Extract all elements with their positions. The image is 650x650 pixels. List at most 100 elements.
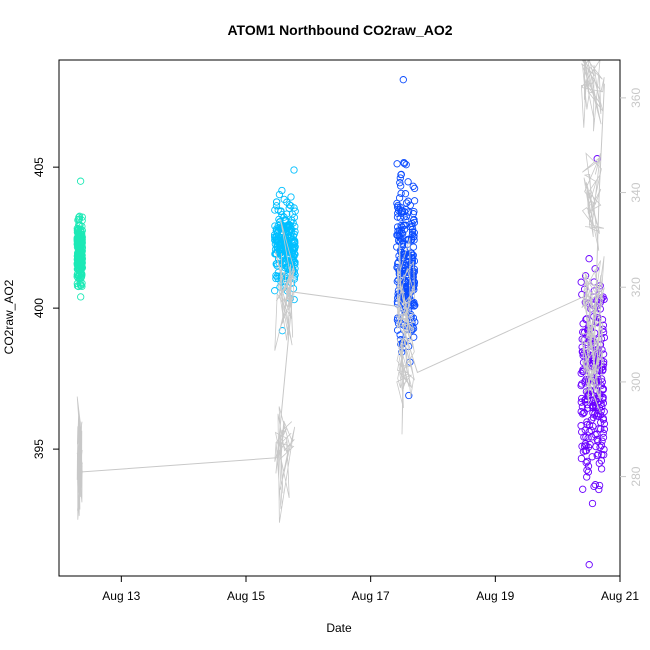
data-point	[76, 281, 85, 289]
data-point	[78, 239, 86, 247]
series-line-spike	[580, 59, 605, 132]
series-line-spike	[396, 321, 416, 435]
data-point	[595, 459, 603, 467]
y-right-tick-label: 360	[629, 88, 643, 108]
data-point	[74, 216, 82, 224]
data-point	[409, 243, 418, 251]
data-point	[599, 328, 608, 336]
data-point	[408, 228, 417, 236]
data-point	[75, 215, 83, 224]
data-point	[597, 457, 606, 465]
data-point	[585, 428, 593, 436]
data-point	[580, 442, 589, 450]
y-right-tick-label: 280	[629, 466, 643, 486]
data-point	[402, 216, 410, 224]
data-point	[76, 270, 84, 278]
data-point	[290, 213, 299, 222]
data-point	[74, 241, 82, 249]
data-point	[77, 293, 85, 301]
data-point	[396, 206, 404, 214]
data-point	[584, 468, 593, 476]
data-point	[402, 199, 411, 207]
chart-title: ATOM1 Northbound CO2raw_AO2	[227, 22, 452, 38]
data-point	[583, 473, 591, 481]
data-point	[78, 282, 86, 291]
data-point	[579, 485, 587, 493]
data-point	[409, 182, 417, 190]
data-point	[396, 203, 404, 211]
data-point	[396, 174, 404, 182]
data-point	[587, 416, 595, 424]
data-point	[399, 76, 407, 84]
data-point	[589, 409, 597, 417]
y-left-tick-label: 405	[32, 157, 46, 177]
plot-frame	[58, 59, 621, 577]
data-point	[595, 481, 604, 490]
data-point	[277, 207, 285, 216]
x-axis: Aug 13 Aug 15 Aug 17 Aug 19 Aug 21	[102, 576, 639, 603]
data-point	[289, 236, 297, 244]
data-point	[289, 257, 298, 265]
data-point	[400, 158, 408, 167]
x-tick-label: Aug 19	[476, 589, 514, 603]
data-point	[400, 246, 409, 254]
data-point	[407, 262, 416, 270]
data-point	[285, 204, 293, 212]
data-point	[404, 178, 412, 186]
data-point	[588, 403, 597, 411]
data-point	[402, 212, 411, 221]
data-point	[396, 246, 405, 255]
data-point	[577, 278, 585, 286]
data-point	[578, 428, 586, 436]
data-point	[577, 454, 586, 463]
y-axis-left: 395 400 405	[32, 157, 59, 459]
data-point	[586, 440, 594, 449]
data-point	[578, 403, 587, 411]
data-point	[599, 399, 608, 407]
data-point	[410, 333, 418, 341]
data-point	[273, 198, 281, 206]
series-line-spike	[581, 298, 605, 414]
data-point	[588, 499, 597, 508]
data-point	[278, 211, 286, 219]
data-point	[583, 466, 591, 474]
y-right-tick-label: 300	[629, 372, 643, 392]
data-point	[74, 265, 82, 274]
data-point	[73, 270, 81, 279]
series-line-spike	[274, 406, 296, 523]
data-point	[275, 190, 284, 199]
data-point	[400, 208, 409, 216]
data-point	[290, 245, 299, 253]
data-point	[287, 232, 295, 240]
data-point	[395, 231, 403, 240]
data-point	[289, 246, 298, 255]
data-point	[290, 166, 298, 174]
series-line-spike	[396, 237, 416, 349]
data-point	[408, 326, 416, 334]
y-axis-label: CO2raw_AO2	[2, 279, 16, 354]
data-point	[74, 259, 82, 268]
data-point	[595, 425, 603, 433]
data-point	[585, 561, 593, 569]
data-point	[287, 193, 295, 201]
data-point	[291, 258, 299, 267]
x-tick-label: Aug 15	[227, 589, 265, 603]
data-point	[579, 320, 587, 328]
data-point	[78, 253, 86, 261]
x-axis-label: Date	[326, 621, 352, 635]
data-point	[596, 411, 605, 419]
data-point	[393, 213, 402, 221]
data-point	[75, 230, 83, 238]
data-point	[600, 420, 609, 428]
data-point	[78, 222, 86, 231]
data-point	[406, 201, 414, 209]
series-points-group	[73, 177, 87, 301]
series-line-spike	[77, 419, 83, 520]
data-point	[397, 170, 405, 179]
y-right-tick-label: 320	[629, 277, 643, 297]
data-point	[76, 248, 84, 257]
data-point	[600, 425, 609, 433]
data-point	[394, 209, 402, 217]
data-point	[591, 265, 599, 273]
